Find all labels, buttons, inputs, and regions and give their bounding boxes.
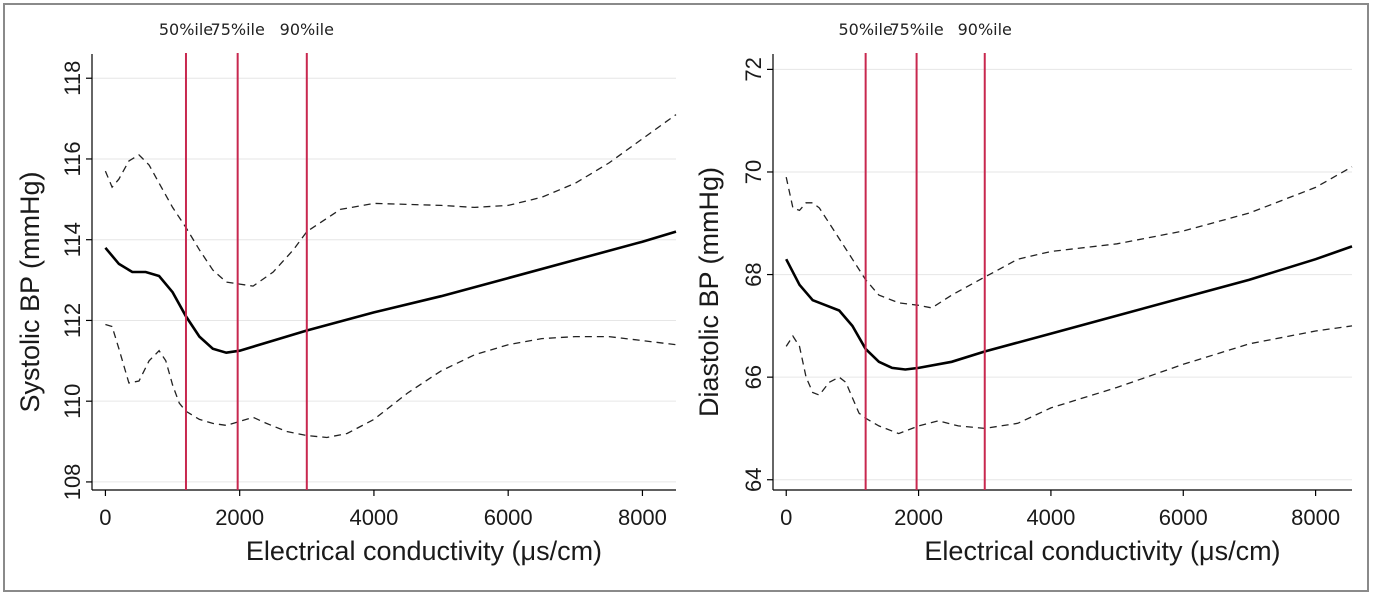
x-tick-label: 6000 xyxy=(1159,505,1208,530)
y-tick-label: 72 xyxy=(741,57,766,81)
upper-ci-line xyxy=(104,114,677,287)
x-tick-label: 8000 xyxy=(1291,505,1340,530)
x-axis-title: Electrical conductivity (μs/cm) xyxy=(246,536,602,566)
percentile-label: 50%ile xyxy=(159,20,213,39)
x-tick-label: 0 xyxy=(99,505,111,530)
y-tick-label: 118 xyxy=(60,61,85,96)
x-tick-label: 6000 xyxy=(484,505,533,530)
percentile-label: 75%ile xyxy=(889,20,943,39)
y-axis-title: Systolic BP (mmHg) xyxy=(15,171,45,412)
percentile-label: 50%ile xyxy=(838,20,892,39)
y-tick-label: 68 xyxy=(741,262,766,286)
percentile-label: 90%ile xyxy=(280,20,334,39)
systolic-bp-panel: 108 110 112 114 116 118 0 2000 4000 6000 8000 50%il… xyxy=(15,20,677,566)
percentile-label: 75%ile xyxy=(211,20,265,39)
lower-ci-line xyxy=(785,325,1353,435)
x-tick-label: 8000 xyxy=(618,505,667,530)
x-tick-label: 2000 xyxy=(215,505,264,530)
lower-ci-line xyxy=(105,323,677,439)
x-tick-label: 0 xyxy=(780,505,792,530)
upper-ci-line xyxy=(785,166,1353,309)
x-tick-label: 4000 xyxy=(349,505,398,530)
x-tick-label: 2000 xyxy=(894,505,943,530)
y-tick-label: 66 xyxy=(741,365,766,389)
figure-frame: 108 110 112 114 116 118 0 2000 4000 6000 8000 50%il… xyxy=(3,3,1369,592)
estimate-line xyxy=(104,230,677,355)
x-axis-title: Electrical conductivity (μs/cm) xyxy=(924,536,1280,566)
y-tick-label: 64 xyxy=(741,467,766,491)
y-tick-label: 116 xyxy=(60,141,85,176)
y-tick-label: 70 xyxy=(741,160,766,184)
y-axis-title: Diastolic BP (mmHg) xyxy=(694,167,724,417)
figure-svg: 108 110 112 114 116 118 0 2000 4000 6000 8000 50%il… xyxy=(15,20,1353,566)
y-tick-label: 108 xyxy=(60,464,85,501)
percentile-label: 90%ile xyxy=(958,20,1012,39)
x-tick-label: 4000 xyxy=(1026,505,1075,530)
y-tick-label: 112 xyxy=(60,303,85,338)
estimate-line xyxy=(785,245,1353,371)
y-tick-label: 114 xyxy=(60,222,85,257)
y-tick-label: 110 xyxy=(60,384,85,419)
